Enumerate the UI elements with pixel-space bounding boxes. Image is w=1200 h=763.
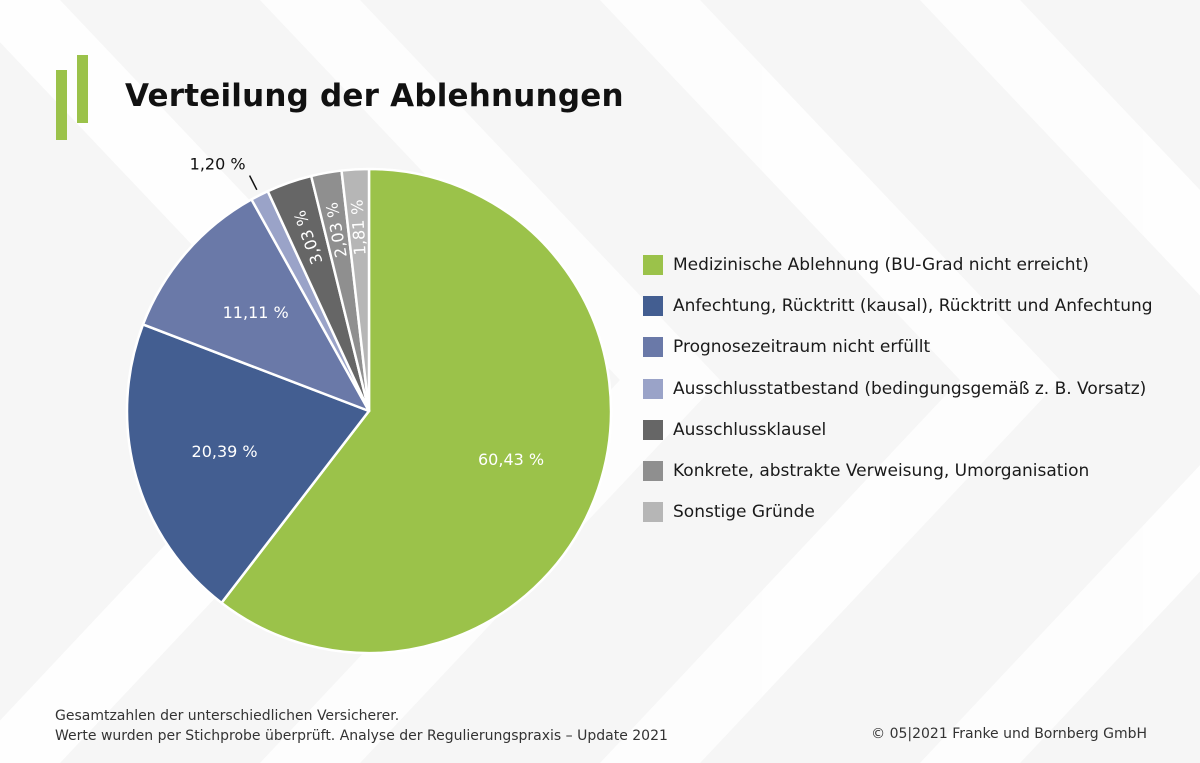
legend-swatch — [643, 295, 663, 316]
legend-item: Ausschlusstatbestand (bedingungsgemäß z.… — [643, 368, 1153, 409]
logo-bar-tall — [77, 55, 88, 123]
legend-label: Prognosezeitraum nicht erfüllt — [673, 337, 931, 358]
leader-line — [248, 175, 258, 191]
legend-item: Konkrete, abstrakte Verweisung, Umorgani… — [643, 450, 1153, 491]
legend-item: Prognosezeitraum nicht erfüllt — [643, 327, 1153, 368]
footnote: Gesamtzahlen der unterschiedlichen Versi… — [55, 706, 668, 746]
slice-label: 20,39 % — [192, 442, 258, 461]
legend-label: Medizinische Ablehnung (BU-Grad nicht er… — [673, 254, 1089, 275]
slice-label: 11,11 % — [223, 303, 289, 322]
footnote-line-1: Gesamtzahlen der unterschiedlichen Versi… — [55, 708, 400, 724]
legend-swatch — [643, 254, 663, 275]
legend-swatch — [643, 419, 663, 440]
pie-slice — [340, 167, 371, 413]
logo-bar-short — [56, 70, 67, 140]
legend-item: Sonstige Gründe — [643, 492, 1153, 533]
pie-slice — [220, 167, 613, 655]
legend-label: Konkrete, abstrakte Verweisung, Umorgani… — [673, 461, 1090, 482]
legend-item: Anfechtung, Rücktritt (kausal), Rücktrit… — [643, 285, 1153, 326]
legend-swatch — [643, 337, 663, 358]
pie-slice — [141, 198, 371, 413]
legend-item: Medizinische Ablehnung (BU-Grad nicht er… — [643, 244, 1153, 285]
footnote-line-2: Werte wurden per Stichprobe überprüft. A… — [55, 728, 668, 744]
legend-label: Anfechtung, Rücktritt (kausal), Rücktrit… — [673, 295, 1153, 316]
slice-label: 60,43 % — [478, 450, 544, 469]
legend-swatch — [643, 502, 663, 523]
legend-label: Sonstige Gründe — [673, 502, 815, 523]
copyright-notice: © 05|2021 Franke und Bornberg GmbH — [871, 726, 1147, 742]
pie-slice — [125, 323, 371, 605]
legend-swatch — [643, 461, 663, 482]
legend-swatch — [643, 378, 663, 399]
legend-label: Ausschlusstatbestand (bedingungsgemäß z.… — [673, 378, 1147, 399]
chart-title: Verteilung der Ablehnungen — [125, 78, 624, 114]
slice-label: 1,20 % — [190, 155, 246, 174]
legend-label: Ausschlussklausel — [673, 419, 827, 440]
slice-label: 1,81 % — [347, 199, 369, 256]
legend: Medizinische Ablehnung (BU-Grad nicht er… — [643, 244, 1153, 533]
legend-item: Ausschlussklausel — [643, 409, 1153, 450]
